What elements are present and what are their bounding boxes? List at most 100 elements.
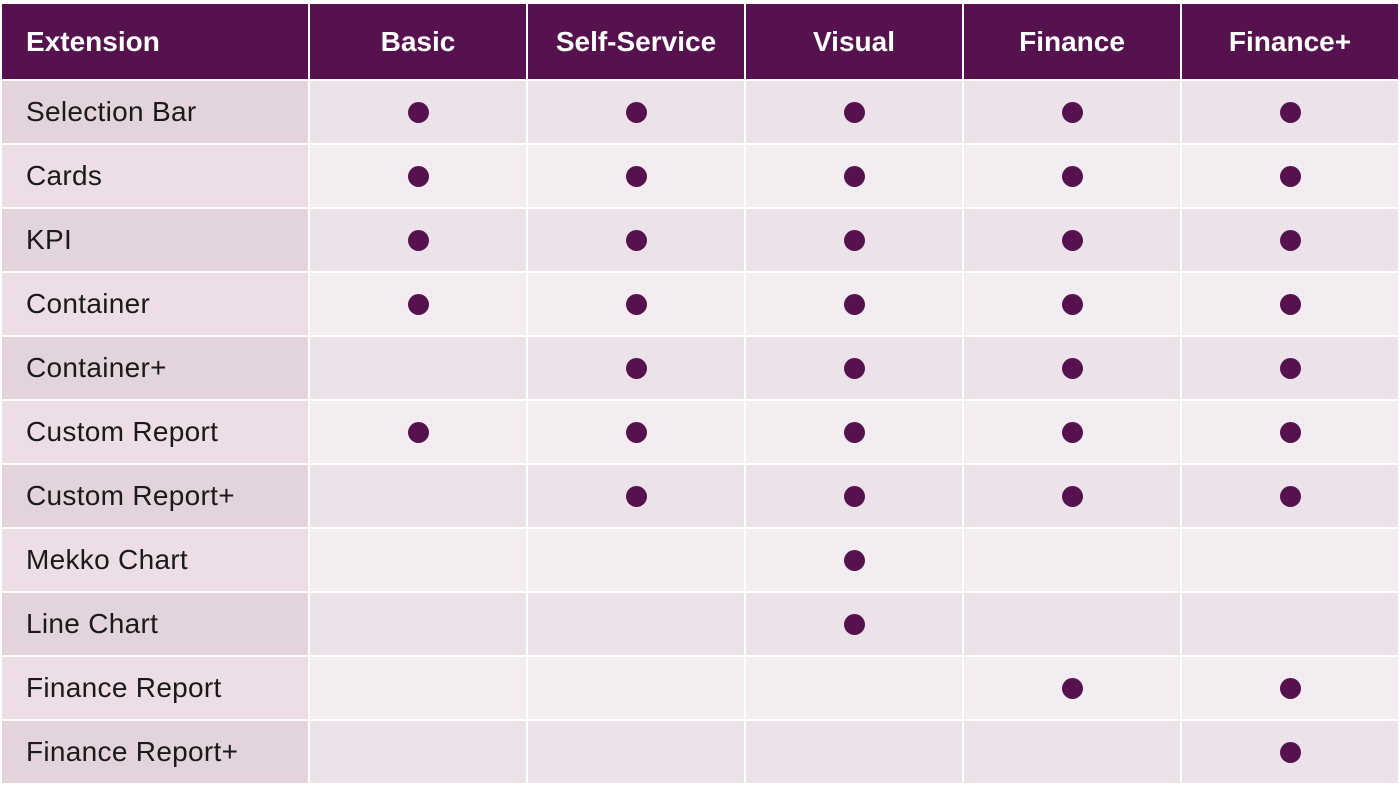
header-finance: Finance	[964, 4, 1180, 79]
cell-visual	[746, 81, 962, 143]
filled-circle-icon	[1061, 357, 1083, 379]
filled-circle-icon	[843, 421, 865, 443]
filled-circle-icon	[1061, 229, 1083, 251]
feature-comparison-table: Extension Basic Self-Service Visual Fina…	[2, 4, 1398, 784]
cell-finance	[964, 273, 1180, 335]
cell-self-service	[528, 401, 744, 463]
filled-circle-icon	[843, 229, 865, 251]
row-label: Container	[2, 273, 308, 335]
row-label: Custom Report+	[2, 465, 308, 527]
filled-circle-icon	[407, 229, 429, 251]
row-label: KPI	[2, 209, 308, 271]
filled-circle-icon	[1279, 485, 1301, 507]
filled-circle-icon	[625, 421, 647, 443]
cell-visual	[746, 145, 962, 207]
filled-circle-icon	[1061, 293, 1083, 315]
cell-finance	[964, 465, 1180, 527]
filled-circle-icon	[625, 485, 647, 507]
cell-finance	[964, 401, 1180, 463]
filled-circle-icon	[1279, 293, 1301, 315]
row-label: Cards	[2, 145, 308, 207]
filled-circle-icon	[407, 165, 429, 187]
filled-circle-icon	[1279, 229, 1301, 251]
cell-visual	[746, 657, 962, 719]
filled-circle-icon	[625, 357, 647, 379]
header-self-service: Self-Service	[528, 4, 744, 79]
cell-basic	[310, 657, 526, 719]
cell-finance	[964, 209, 1180, 271]
filled-circle-icon	[1279, 101, 1301, 123]
filled-circle-icon	[1279, 421, 1301, 443]
filled-circle-icon	[625, 293, 647, 315]
header-visual: Visual	[746, 4, 962, 79]
cell-basic	[310, 721, 526, 783]
filled-circle-icon	[843, 549, 865, 571]
cell-self-service	[528, 209, 744, 271]
cell-finance-plus	[1182, 465, 1398, 527]
filled-circle-icon	[843, 357, 865, 379]
cell-self-service	[528, 465, 744, 527]
filled-circle-icon	[625, 101, 647, 123]
filled-circle-icon	[1279, 741, 1301, 763]
cell-basic	[310, 401, 526, 463]
cell-finance	[964, 337, 1180, 399]
cell-finance	[964, 721, 1180, 783]
cell-self-service	[528, 81, 744, 143]
cell-visual	[746, 273, 962, 335]
cell-finance	[964, 145, 1180, 207]
filled-circle-icon	[843, 165, 865, 187]
cell-basic	[310, 337, 526, 399]
filled-circle-icon	[1279, 677, 1301, 699]
row-label: Line Chart	[2, 593, 308, 655]
filled-circle-icon	[843, 485, 865, 507]
row-label: Custom Report	[2, 401, 308, 463]
filled-circle-icon	[1061, 677, 1083, 699]
cell-finance-plus	[1182, 529, 1398, 591]
cell-self-service	[528, 593, 744, 655]
cell-visual	[746, 401, 962, 463]
row-label: Container+	[2, 337, 308, 399]
cell-self-service	[528, 273, 744, 335]
row-label: Finance Report+	[2, 721, 308, 783]
cell-basic	[310, 209, 526, 271]
cell-basic	[310, 81, 526, 143]
cell-visual	[746, 593, 962, 655]
cell-finance	[964, 529, 1180, 591]
filled-circle-icon	[1279, 165, 1301, 187]
cell-finance	[964, 81, 1180, 143]
cell-finance-plus	[1182, 145, 1398, 207]
filled-circle-icon	[843, 101, 865, 123]
row-label: Mekko Chart	[2, 529, 308, 591]
cell-finance	[964, 593, 1180, 655]
header-finance-plus: Finance+	[1182, 4, 1398, 79]
cell-basic	[310, 593, 526, 655]
filled-circle-icon	[1061, 421, 1083, 443]
cell-self-service	[528, 657, 744, 719]
filled-circle-icon	[407, 421, 429, 443]
header-basic: Basic	[310, 4, 526, 79]
cell-basic	[310, 465, 526, 527]
cell-basic	[310, 529, 526, 591]
cell-finance-plus	[1182, 209, 1398, 271]
filled-circle-icon	[1061, 485, 1083, 507]
cell-finance-plus	[1182, 593, 1398, 655]
cell-visual	[746, 529, 962, 591]
cell-self-service	[528, 145, 744, 207]
cell-basic	[310, 273, 526, 335]
filled-circle-icon	[1061, 165, 1083, 187]
cell-finance-plus	[1182, 81, 1398, 143]
filled-circle-icon	[843, 613, 865, 635]
cell-visual	[746, 209, 962, 271]
filled-circle-icon	[1279, 357, 1301, 379]
cell-finance-plus	[1182, 273, 1398, 335]
cell-visual	[746, 337, 962, 399]
cell-self-service	[528, 529, 744, 591]
cell-finance	[964, 657, 1180, 719]
row-label: Finance Report	[2, 657, 308, 719]
header-extension: Extension	[2, 4, 308, 79]
cell-finance-plus	[1182, 657, 1398, 719]
cell-visual	[746, 721, 962, 783]
cell-finance-plus	[1182, 337, 1398, 399]
cell-self-service	[528, 721, 744, 783]
row-label: Selection Bar	[2, 81, 308, 143]
